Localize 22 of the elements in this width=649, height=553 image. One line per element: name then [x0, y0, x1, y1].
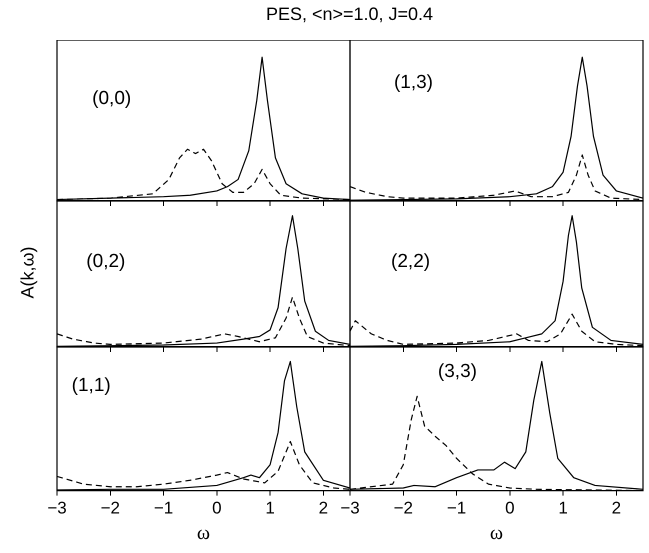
annotation: (3,3)	[438, 360, 477, 383]
x-tick-label: −2	[394, 498, 413, 518]
y-axis-title: A(k,ω)	[18, 245, 38, 301]
x-tick-label: 0	[212, 498, 222, 518]
x-tick-label: 1	[558, 498, 568, 518]
x-tick-label: −3	[340, 498, 360, 518]
annotation: (1,1)	[72, 375, 111, 398]
x-axis-title: ω	[196, 522, 212, 545]
x-tick-label: 1	[265, 498, 275, 518]
x-tick-label: 2	[318, 498, 328, 518]
x-tick-label: −1	[446, 498, 466, 518]
x-tick-label: 2	[612, 498, 622, 518]
annotation: (1,3)	[394, 72, 434, 94]
x-tick-label: −3	[47, 498, 67, 518]
chart-title: PES, <n>=1.0, J=0.4	[264, 4, 434, 25]
annotation: (2,2)	[391, 251, 430, 274]
x-tick-label: 0	[505, 498, 515, 518]
annotation: (0,0)	[92, 88, 132, 110]
x-tick-label: −1	[154, 498, 174, 518]
annotation: (0,2)	[86, 251, 126, 274]
x-tick-label: −2	[100, 498, 120, 518]
x-axis-title: ω	[488, 522, 504, 545]
